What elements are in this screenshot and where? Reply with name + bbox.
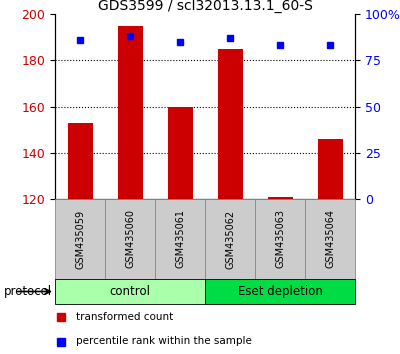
Bar (55, 199, 105, 279)
Text: protocol: protocol (4, 285, 52, 298)
Text: GSM435062: GSM435062 (225, 210, 235, 269)
Bar (255, 199, 305, 279)
Bar (218, 49, 242, 199)
Text: transformed count: transformed count (76, 312, 173, 321)
Bar (55, 279, 205, 304)
Bar (205, 279, 355, 304)
Text: GSM435061: GSM435061 (175, 210, 185, 268)
Bar (205, 199, 255, 279)
Bar (318, 139, 342, 199)
Bar (155, 199, 205, 279)
Title: GDS3599 / scl32013.13.1_60-S: GDS3599 / scl32013.13.1_60-S (98, 0, 312, 13)
Bar (268, 197, 292, 199)
Text: percentile rank within the sample: percentile rank within the sample (76, 337, 252, 347)
Text: control: control (110, 285, 150, 298)
Text: Eset depletion: Eset depletion (238, 285, 322, 298)
Bar (305, 199, 355, 279)
Bar (105, 199, 155, 279)
Text: GSM435059: GSM435059 (75, 210, 85, 269)
Text: GSM435064: GSM435064 (325, 210, 335, 268)
Bar (118, 25, 142, 199)
Bar (168, 107, 192, 199)
Bar (68, 123, 92, 199)
Text: GSM435063: GSM435063 (275, 210, 285, 268)
Text: GSM435060: GSM435060 (125, 210, 135, 268)
